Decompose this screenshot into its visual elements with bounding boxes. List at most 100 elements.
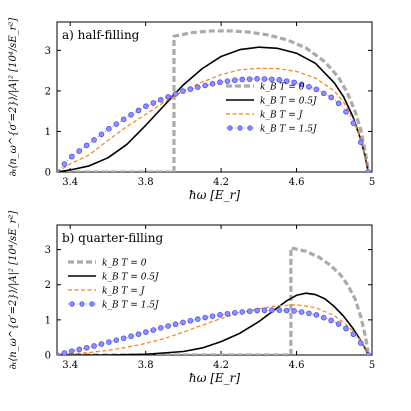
series-line <box>57 67 369 172</box>
series-point <box>283 307 290 314</box>
x-tick-label: 4.6 <box>289 177 305 188</box>
series-point <box>135 331 142 337</box>
series-point <box>209 313 216 319</box>
series-point <box>232 310 238 316</box>
series-point <box>157 97 164 103</box>
series-point <box>239 76 246 83</box>
x-axis-label: ħω [E_r] <box>189 188 241 202</box>
legend-marker <box>79 301 85 307</box>
series-point <box>217 79 223 86</box>
series-point <box>150 327 157 333</box>
legend-label: k_B T = 0 <box>260 83 305 93</box>
series-point <box>150 100 157 106</box>
panel-half-filling: 3.4 3.8 4.2 4.6 5 0 1 2 3 a) half-filling k_B T = … <box>8 18 375 202</box>
series-point <box>143 103 149 110</box>
series-line <box>57 29 370 172</box>
y-tick-label: 2 <box>45 86 51 97</box>
series-point <box>61 161 68 167</box>
series-point <box>76 148 83 154</box>
series-point <box>232 77 238 84</box>
x-tick-label: 4.2 <box>213 177 229 188</box>
series-point <box>165 323 171 329</box>
series-point <box>113 121 120 127</box>
series-point <box>57 352 60 355</box>
series-point <box>335 100 342 107</box>
series-point <box>128 111 134 118</box>
series-point <box>98 341 105 347</box>
series-point <box>91 343 97 349</box>
y-tick-label: 0 <box>45 168 51 179</box>
series-point <box>83 345 90 351</box>
series-point <box>128 333 134 340</box>
series-point <box>298 309 305 315</box>
legend-label: k_B T = 0.5J <box>260 97 318 107</box>
series-point <box>180 88 186 94</box>
legend-marker <box>237 125 243 131</box>
series-point <box>202 314 209 321</box>
series-point <box>283 78 290 84</box>
legend-label: k_B T = 1.5J <box>260 125 318 135</box>
series-point <box>209 81 216 87</box>
panel-label: b) quarter-filling <box>62 231 163 245</box>
series-point <box>98 131 105 138</box>
panel-label: a) half-filling <box>62 28 140 42</box>
series-point <box>83 142 90 149</box>
series-point <box>269 307 275 313</box>
series-point <box>239 309 246 315</box>
series-point <box>157 325 164 331</box>
series-point <box>298 81 305 88</box>
legend-label: k_B T = 1.5J <box>102 301 160 311</box>
legend-label: k_B T = J <box>102 287 146 297</box>
series-point <box>135 107 142 114</box>
panel-quarter-filling: 3.4 3.8 4.2 4.6 5 0 1 2 3 b) quarter-filling k_B T… <box>8 211 375 385</box>
series-line <box>57 304 369 355</box>
series-point <box>254 76 260 82</box>
y-tick-label: 0 <box>45 351 51 362</box>
series-point <box>306 310 312 317</box>
series-point <box>172 91 179 97</box>
plot-area <box>57 246 372 355</box>
series-point <box>335 321 342 327</box>
series-point <box>358 340 364 346</box>
x-tick-label: 3.8 <box>138 360 154 371</box>
series-point <box>276 77 283 83</box>
x-tick-label: 3.4 <box>62 177 78 188</box>
series-point <box>120 335 127 342</box>
series-point <box>113 337 120 343</box>
series-point <box>217 311 223 318</box>
series-line <box>57 292 369 355</box>
x-tick-label: 4.2 <box>213 360 229 371</box>
series-point <box>320 90 327 97</box>
series-point <box>358 139 364 146</box>
series-point <box>106 126 112 132</box>
series-point <box>202 82 209 89</box>
series-point <box>69 153 75 160</box>
series-point <box>269 76 275 83</box>
series-point <box>254 307 260 314</box>
series-point <box>224 310 231 317</box>
series-point <box>194 84 201 91</box>
y-tick-label: 3 <box>45 245 51 256</box>
series-point <box>187 317 194 324</box>
series-point <box>276 307 283 313</box>
series-point <box>76 346 83 353</box>
series-point <box>180 319 186 326</box>
legend-marker <box>227 125 233 131</box>
series-point <box>306 84 312 90</box>
series-point <box>224 78 231 84</box>
series-point <box>143 329 149 335</box>
series-point <box>61 350 68 355</box>
series-point <box>350 120 357 126</box>
y-tick-label: 1 <box>45 127 51 138</box>
series-point <box>365 352 372 355</box>
series-point <box>91 137 97 143</box>
series-point <box>343 108 349 115</box>
y-axis-label: ∂ₜ⟨n_ω^{σ′=2}⟩/|A|² [10⁴/sE_r²] <box>8 18 19 177</box>
series-point <box>261 307 268 314</box>
x-axis-label: ħω [E_r] <box>189 371 241 385</box>
series-point <box>246 308 253 315</box>
y-axis-label: ∂ₜ⟨n_ω^{σ′=2}⟩/|A|² [10⁴/sE_r²] <box>8 211 19 370</box>
series-point <box>187 86 194 92</box>
series-point <box>291 79 297 86</box>
series-point <box>343 325 349 332</box>
